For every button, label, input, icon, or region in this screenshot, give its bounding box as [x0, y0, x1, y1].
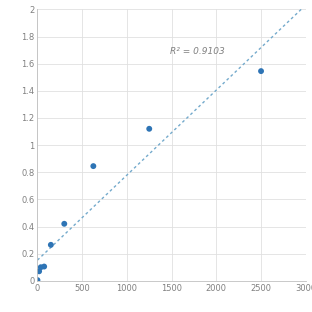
Point: [259, 69, 264, 74]
Point: [147, 126, 152, 131]
Point: [91, 163, 96, 168]
Point: [41, 264, 47, 269]
Point: [37, 269, 41, 274]
Point: [48, 242, 53, 247]
Point: [62, 221, 67, 226]
Text: R² = 0.9103: R² = 0.9103: [170, 47, 225, 56]
Point: [38, 265, 43, 270]
Point: [35, 278, 40, 283]
